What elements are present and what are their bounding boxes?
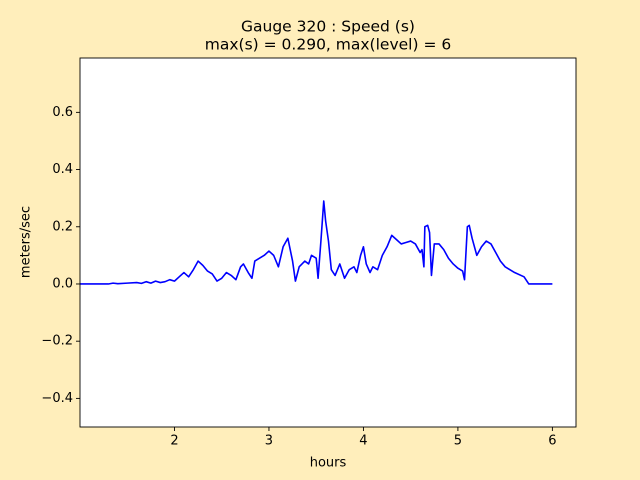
x-tick-label: 3 <box>265 434 273 449</box>
x-axis-label: hours <box>310 456 347 471</box>
y-tick-label: −0.2 <box>41 334 73 349</box>
x-tick-label: 4 <box>359 434 367 449</box>
y-tick-label: 0.4 <box>52 162 73 177</box>
axes-frame <box>79 57 577 428</box>
data-line <box>80 200 553 285</box>
x-tick-label: 6 <box>548 434 556 449</box>
chart-title: Gauge 320 : Speed (s) <box>241 18 415 36</box>
x-tick-label: 2 <box>170 434 178 449</box>
x-tick-label: 5 <box>454 434 462 449</box>
y-tick-label: 0.0 <box>52 276 73 291</box>
chart-subtitle: max(s) = 0.290, max(level) = 6 <box>205 36 451 54</box>
y-tick-label: −0.4 <box>41 391 73 406</box>
y-tick-label: 0.6 <box>52 105 73 120</box>
y-axis-label: meters/sec <box>19 206 34 278</box>
y-tick-label: 0.2 <box>52 219 73 234</box>
